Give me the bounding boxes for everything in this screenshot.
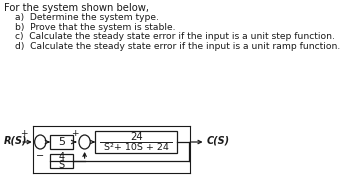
Text: a)  Determine the system type.: a) Determine the system type. xyxy=(14,13,159,22)
Text: b)  Prove that the system is stable.: b) Prove that the system is stable. xyxy=(14,23,175,31)
Text: +: + xyxy=(20,129,28,138)
Text: For the system shown below,: For the system shown below, xyxy=(4,3,149,13)
Text: S²+ 10S + 24: S²+ 10S + 24 xyxy=(104,143,169,152)
Text: 4: 4 xyxy=(58,152,64,162)
Text: S: S xyxy=(58,159,64,169)
FancyBboxPatch shape xyxy=(95,131,177,153)
Text: 5: 5 xyxy=(58,137,65,147)
Text: +: + xyxy=(71,129,78,138)
Text: −: − xyxy=(36,151,44,161)
Text: c)  Calculate the steady state error if the input is a unit step function.: c) Calculate the steady state error if t… xyxy=(14,32,334,41)
FancyBboxPatch shape xyxy=(50,154,72,168)
Text: R(S): R(S) xyxy=(4,135,28,145)
Text: d)  Calculate the steady state error if the input is a unit ramp function.: d) Calculate the steady state error if t… xyxy=(14,41,340,51)
Text: C(S): C(S) xyxy=(207,135,230,145)
Text: 24: 24 xyxy=(130,132,142,142)
FancyBboxPatch shape xyxy=(50,135,72,149)
